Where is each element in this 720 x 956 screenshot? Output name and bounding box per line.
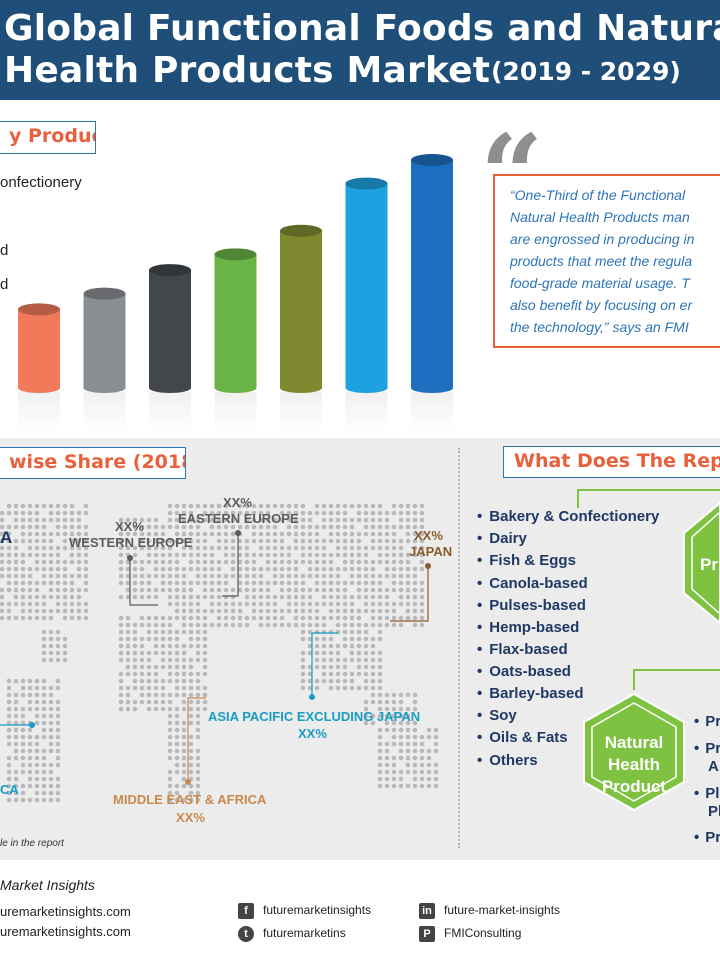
region-label-apej: ASIA PACIFIC EXCLUDING JAPAN xyxy=(208,709,421,724)
functional-item: Soy xyxy=(477,707,517,724)
bar-reflection xyxy=(345,392,388,432)
segment-label-1: onfectionery xyxy=(0,174,82,191)
region-value-mea: XX% xyxy=(176,810,205,825)
bar xyxy=(18,309,60,388)
natural-item: Pl xyxy=(694,785,719,802)
quote-line: the technology,” says an FMI xyxy=(510,319,689,335)
footer-pinterest[interactable]: FMIConsulting xyxy=(444,926,522,940)
quote-line: food-grade material usage. T xyxy=(510,275,690,291)
bar-base xyxy=(411,383,453,393)
bar-reflection xyxy=(18,392,60,432)
footer-site-link-2[interactable]: uremarketinsights.com xyxy=(0,924,131,939)
segment-label-2: d xyxy=(0,242,9,259)
hex-label-functional: Pr xyxy=(700,555,718,574)
hex-label-natural-1: Natural xyxy=(604,733,664,752)
bar-cap xyxy=(280,224,322,237)
region-value-eastern-europe: XX% xyxy=(223,495,252,510)
region-label-japan: JAPAN xyxy=(409,544,453,559)
bar-base xyxy=(149,383,191,393)
pinterest-icon[interactable]: P xyxy=(419,926,435,942)
region-value-western-europe: XX% xyxy=(115,519,144,534)
world-map-dots xyxy=(0,503,439,803)
region-label-mea: MIDDLE EAST & AFRICA xyxy=(113,792,267,807)
bar-base xyxy=(83,383,126,393)
bar-base xyxy=(345,383,388,393)
bar-cap xyxy=(149,264,191,277)
bar xyxy=(149,270,191,388)
twitter-icon[interactable]: t xyxy=(238,926,254,942)
bar-cap xyxy=(214,248,257,261)
functional-item: Fish & Eggs xyxy=(477,552,576,569)
functional-item: Dairy xyxy=(477,530,527,547)
region-label-north-america: A xyxy=(0,528,13,547)
quote-frame xyxy=(493,174,720,348)
bar-cap xyxy=(83,287,126,300)
footer-site-link-1[interactable]: uremarketinsights.com xyxy=(0,904,131,919)
growth-bar-chart xyxy=(18,154,453,432)
region-value-apej: XX% xyxy=(298,726,327,741)
natural-item-cont: Pl xyxy=(708,803,720,820)
year-range: (2019 - 2029) xyxy=(491,57,681,86)
functional-item: Bakery & Confectionery xyxy=(477,508,659,525)
quote-line: “One-Third of the Functional xyxy=(510,187,686,203)
footer-brand: Market Insights xyxy=(0,877,95,893)
functional-item: Others xyxy=(477,752,537,769)
functional-item: Canola-based xyxy=(477,575,587,592)
bar-cap xyxy=(411,154,453,166)
facebook-icon[interactable]: f xyxy=(238,903,254,919)
functional-item: Oats-based xyxy=(477,663,571,680)
section-title-by-product: y Product xyxy=(0,121,96,154)
bar-base xyxy=(18,383,60,393)
bar xyxy=(83,293,126,388)
natural-item: Pr xyxy=(694,829,720,846)
hexagon-diagram xyxy=(577,489,720,812)
quote-line: also benefit by focusing on er xyxy=(510,297,693,313)
bar-base xyxy=(214,383,257,393)
footer-twitter[interactable]: futuremarketins xyxy=(263,926,346,940)
bar xyxy=(411,160,453,388)
page-title-line-1: Global Functional Foods and Natural xyxy=(4,8,720,49)
functional-item: Flax-based xyxy=(477,641,567,658)
section-title-region-share: wise Share (2018 A) xyxy=(0,447,186,479)
region-leader-lines xyxy=(0,530,431,785)
functional-item: Pulses-based xyxy=(477,597,586,614)
region-label-latin-america: CA xyxy=(0,782,19,797)
header-banner: Global Functional Foods and Natural Heal… xyxy=(0,0,720,100)
quote-line: Natural Health Products man xyxy=(510,209,690,225)
hex-label-natural-3: Product xyxy=(601,777,667,796)
region-label-western-europe: WESTERN EUROPE xyxy=(69,535,193,550)
functional-item: Barley-based xyxy=(477,685,583,702)
bar-base xyxy=(280,383,322,393)
bar-cap xyxy=(18,303,60,316)
map-footnote: le in the report xyxy=(0,838,64,849)
region-label-eastern-europe: EASTERN EUROPE xyxy=(178,511,299,526)
bar-cap xyxy=(345,177,388,190)
quote-line: products that meet the regula xyxy=(510,253,693,269)
quote-line: are engrossed in producing in xyxy=(510,231,695,247)
natural-item: Pr xyxy=(694,740,720,757)
footer-facebook[interactable]: futuremarketinsights xyxy=(263,903,372,917)
segment-label-3: d xyxy=(0,276,9,293)
natural-item: Pr xyxy=(694,713,720,730)
bar xyxy=(345,183,388,388)
bar xyxy=(280,230,322,388)
bar-reflection xyxy=(280,392,322,432)
bar-reflection xyxy=(83,392,126,432)
bar-reflection xyxy=(149,392,191,432)
functional-item: Hemp-based xyxy=(477,619,579,636)
page-title-line-2: Health Products Market xyxy=(4,50,491,91)
bar-reflection xyxy=(411,392,453,432)
hex-label-natural-2: Health xyxy=(608,755,660,774)
section-title-report-scope: What Does The Repor xyxy=(503,446,720,478)
functional-item: Oils & Fats xyxy=(477,729,567,746)
panel-divider xyxy=(458,448,460,848)
region-value-japan: XX% xyxy=(414,528,443,543)
bar-reflection xyxy=(214,392,257,432)
linkedin-icon[interactable]: in xyxy=(419,903,435,919)
natural-item-cont: A xyxy=(708,758,719,775)
footer-linkedin[interactable]: future-market-insights xyxy=(444,903,561,917)
bar xyxy=(214,254,257,388)
